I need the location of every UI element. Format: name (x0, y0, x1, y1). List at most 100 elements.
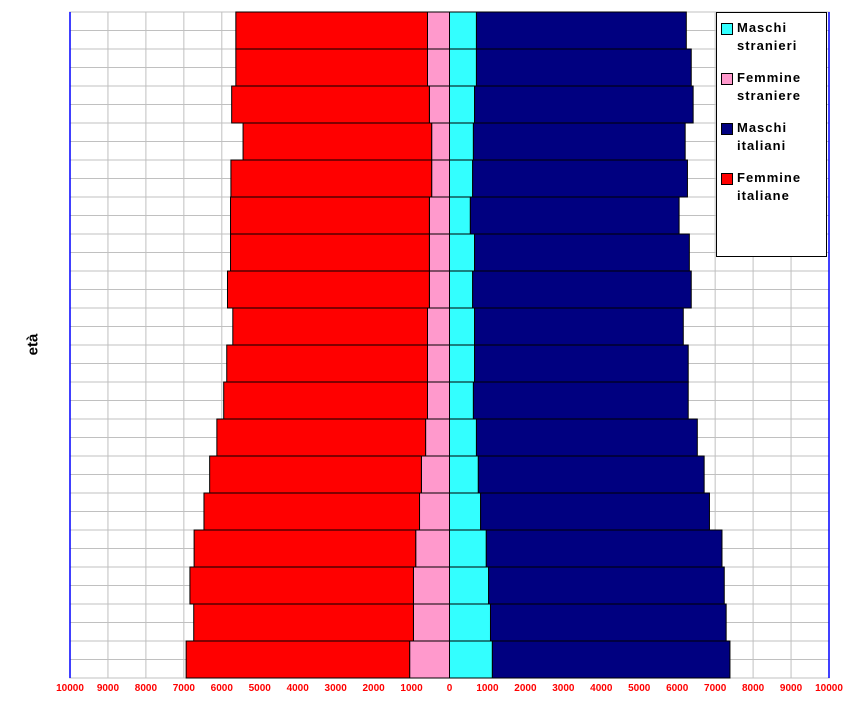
x-tick-label: 5000 (248, 683, 271, 694)
bar (449, 85, 476, 124)
bar (185, 640, 411, 679)
bar (242, 122, 433, 161)
bar (415, 529, 450, 568)
bar (226, 270, 430, 309)
bar (409, 640, 450, 679)
legend-label: Maschi stranieri (737, 20, 798, 53)
bar (449, 307, 476, 346)
bar (449, 566, 490, 605)
bar (477, 455, 705, 494)
legend-swatch (721, 23, 733, 35)
y-axis-label: età (24, 333, 42, 356)
bar (474, 307, 684, 346)
bar (469, 196, 680, 235)
bar (472, 122, 686, 161)
bar (425, 418, 450, 457)
x-tick-label: 10000 (56, 683, 84, 694)
bar (449, 418, 477, 457)
bar (449, 529, 487, 568)
x-tick-label: 4000 (286, 683, 309, 694)
bar (426, 11, 451, 50)
bar (472, 270, 692, 309)
x-tick-label: 1000 (476, 683, 499, 694)
bar (449, 603, 491, 642)
bar (235, 48, 428, 87)
x-tick-label: 8000 (741, 683, 765, 694)
bar (216, 418, 427, 457)
legend-label: Femmine straniere (737, 70, 802, 103)
bar (449, 48, 477, 87)
bar (480, 492, 710, 531)
bar (428, 85, 451, 124)
bar (230, 233, 430, 272)
legend: Maschi stranieri Femmine straniere Maschi … (716, 12, 827, 257)
bar (193, 603, 414, 642)
bar (474, 85, 694, 124)
bar (475, 418, 698, 457)
bar (203, 492, 421, 531)
bar (431, 122, 451, 161)
bar (431, 159, 451, 198)
x-tick-label: 3000 (324, 683, 347, 694)
bar (489, 603, 727, 642)
bar (449, 344, 476, 383)
legend-label: Maschi italiani (737, 120, 788, 153)
bar (428, 270, 451, 309)
bar (491, 640, 731, 679)
bar (488, 566, 725, 605)
x-tick-label: 5000 (628, 683, 651, 694)
x-tick-label: 0 (446, 683, 453, 694)
bar (474, 344, 689, 383)
x-tick-label: 2000 (514, 683, 537, 694)
bar (449, 233, 476, 272)
bar (419, 492, 450, 531)
bar (426, 48, 451, 87)
bar (449, 270, 474, 309)
bar (472, 381, 689, 420)
bar (223, 381, 428, 420)
x-tick-label: 4000 (590, 683, 613, 694)
bar (412, 603, 451, 642)
x-tick-label: 3000 (552, 683, 575, 694)
x-tick-label: 1000 (400, 683, 423, 694)
bar (449, 492, 482, 531)
bar (420, 455, 450, 494)
bar (428, 233, 451, 272)
legend-item: Maschi stranieri (721, 19, 822, 55)
bar (412, 566, 451, 605)
x-tick-label: 10000 (815, 683, 843, 694)
x-tick-label: 9000 (96, 683, 120, 694)
legend-swatch (721, 73, 733, 85)
legend-swatch (721, 173, 733, 185)
bar (449, 196, 471, 235)
bar (231, 85, 430, 124)
bar (449, 11, 477, 50)
x-tick-label: 7000 (172, 683, 195, 694)
bar (475, 11, 687, 50)
bar (485, 529, 723, 568)
bar (235, 11, 428, 50)
bar (232, 307, 428, 346)
bar (449, 159, 474, 198)
bar (226, 344, 428, 383)
bar (230, 159, 433, 198)
bar (189, 566, 414, 605)
legend-item: Maschi italiani (721, 119, 822, 155)
x-tick-label: 6000 (210, 683, 233, 694)
bar (449, 122, 474, 161)
bar (475, 48, 692, 87)
x-tick-label: 2000 (362, 683, 385, 694)
legend-item: Femmine italiane (721, 169, 822, 205)
bar (209, 455, 422, 494)
bar (426, 381, 451, 420)
legend-item: Femmine straniere (721, 69, 822, 105)
bar (428, 196, 451, 235)
bar (426, 344, 451, 383)
bar (426, 307, 451, 346)
x-tick-label: 8000 (134, 683, 158, 694)
x-tick-label: 9000 (779, 683, 803, 694)
bar (474, 233, 690, 272)
x-tick-label: 6000 (666, 683, 689, 694)
bar (449, 455, 479, 494)
